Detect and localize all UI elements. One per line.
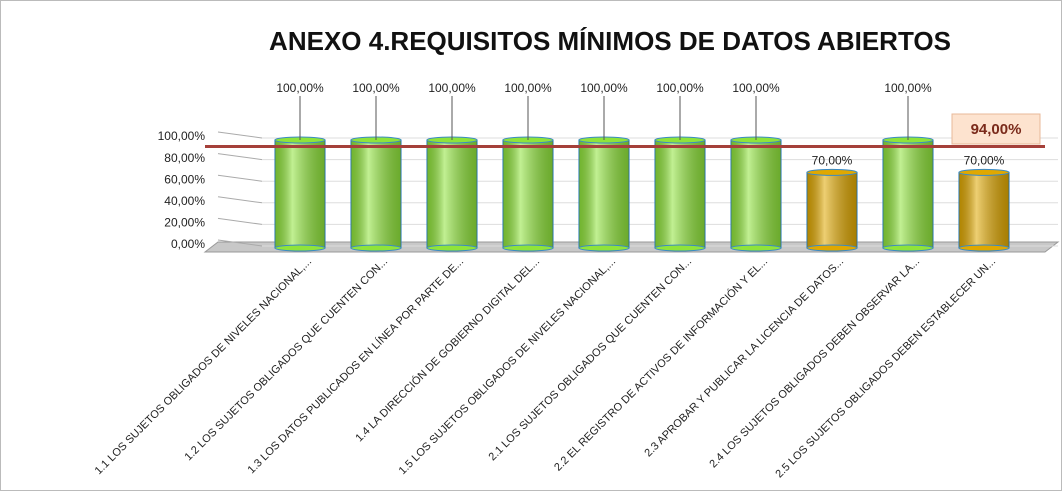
bar-shine	[958, 172, 1010, 248]
bar-bottom	[426, 244, 478, 252]
value-label: 100,00%	[352, 81, 400, 95]
bar-bottom	[654, 244, 706, 252]
y-tick-label: 60,00%	[164, 172, 205, 186]
value-label: 100,00%	[656, 81, 704, 95]
y-tick-label: 80,00%	[164, 151, 205, 165]
grid-line	[217, 131, 263, 139]
chart-title: ANEXO 4.REQUISITOS MÍNIMOS DE DATOS ABIE…	[269, 26, 951, 56]
bar-bottom	[350, 244, 402, 252]
grid-line	[217, 217, 263, 225]
y-tick-label: 40,00%	[164, 194, 205, 208]
grid-line	[217, 174, 263, 182]
bar-shine	[730, 140, 782, 248]
bar-top	[958, 168, 1010, 176]
bar-shine	[806, 172, 858, 248]
grid-line	[217, 153, 263, 161]
value-label: 100,00%	[732, 81, 780, 95]
value-label: 100,00%	[504, 81, 552, 95]
reference-label-box	[951, 113, 1041, 145]
value-label: 100,00%	[428, 81, 476, 95]
value-label: 70,00%	[812, 153, 853, 167]
bar-shine	[274, 140, 326, 248]
bar-bottom	[502, 244, 554, 252]
bar-bottom	[274, 244, 326, 252]
value-label: 100,00%	[276, 81, 324, 95]
y-tick-label: 0,00%	[171, 237, 205, 251]
bar-bottom	[730, 244, 782, 252]
bar-shine	[350, 140, 402, 248]
bar-shine	[578, 140, 630, 248]
value-label: 70,00%	[964, 153, 1005, 167]
bar-shine	[426, 140, 478, 248]
bar-bottom	[882, 244, 934, 252]
y-tick-label: 100,00%	[158, 129, 206, 143]
bar-shine	[882, 140, 934, 248]
bar-bottom	[958, 244, 1010, 252]
value-label: 100,00%	[580, 81, 628, 95]
grid-line	[217, 196, 263, 204]
bar-top	[806, 168, 858, 176]
value-label: 100,00%	[884, 81, 932, 95]
y-tick-label: 20,00%	[164, 216, 205, 230]
bar-shine	[502, 140, 554, 248]
grid-line	[217, 239, 263, 247]
reference-label: 94,00%	[971, 121, 1022, 138]
bar-bottom	[806, 244, 858, 252]
bar-shine	[654, 140, 706, 248]
bar-bottom	[578, 244, 630, 252]
